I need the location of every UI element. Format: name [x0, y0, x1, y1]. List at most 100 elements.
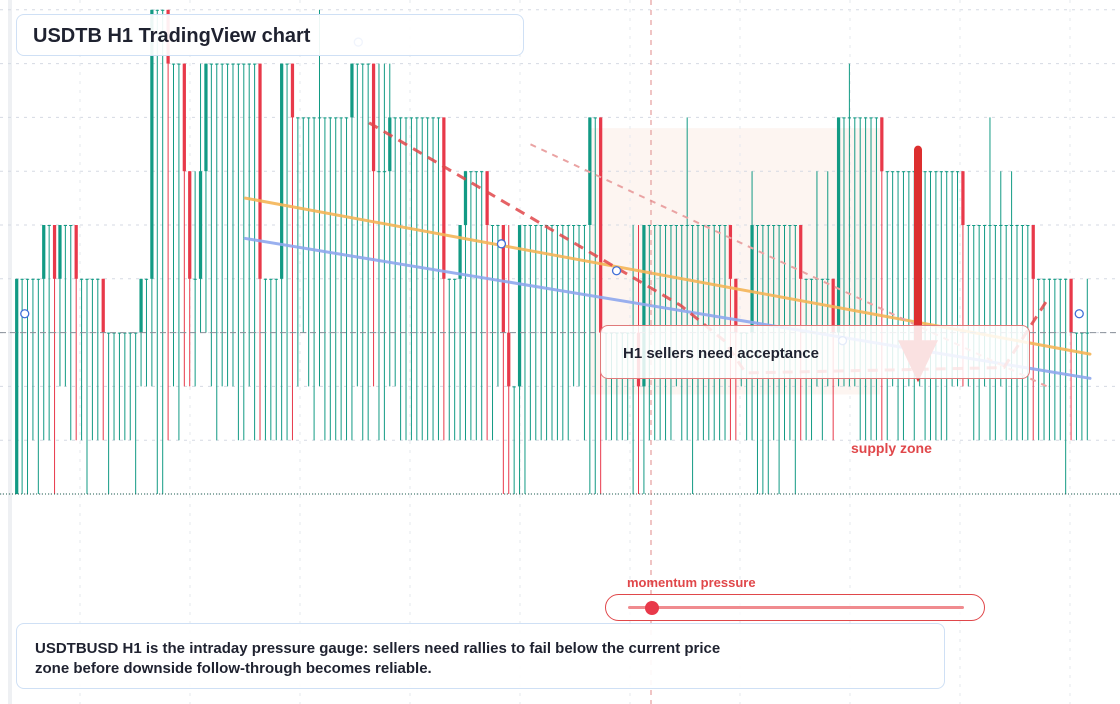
callout-text: H1 sellers need acceptance — [623, 345, 819, 362]
candle-body — [517, 225, 522, 387]
candle-body — [490, 225, 495, 226]
candle-body — [923, 171, 927, 173]
candle-body — [842, 117, 846, 119]
candle-body — [74, 225, 78, 279]
candle-body — [1020, 225, 1025, 226]
gauge-label: momentum pressure — [627, 575, 756, 590]
candle-body — [220, 63, 224, 65]
candle-body — [766, 225, 770, 226]
candle-body — [847, 117, 852, 119]
candle-body — [680, 225, 684, 226]
chart-title: USDTB H1 TradingView chart — [33, 25, 311, 47]
candle-body — [52, 225, 57, 279]
candle-body — [307, 117, 311, 119]
candle-body — [977, 225, 981, 226]
gauge-track — [628, 606, 964, 609]
candle-series — [15, 9, 1089, 494]
candle-body — [139, 278, 143, 333]
summary-text: USDTBUSD H1 is the intraday pressure gau… — [35, 640, 721, 677]
candle-body — [47, 225, 51, 226]
candle-body — [420, 117, 424, 119]
candle-body — [972, 225, 976, 226]
candle-body — [550, 225, 554, 226]
candle-body — [155, 9, 159, 11]
candle-body — [950, 171, 954, 173]
candle-body — [934, 171, 938, 173]
candle-body — [1015, 225, 1019, 226]
candle-body — [577, 225, 581, 226]
candle-body — [1031, 225, 1035, 279]
candle-body — [863, 117, 868, 119]
candle-body — [1042, 278, 1046, 280]
candle-body — [1074, 332, 1079, 334]
gauge-knob[interactable] — [644, 601, 659, 615]
candle-body — [685, 225, 689, 226]
candle-body — [436, 117, 441, 119]
chart-title-card: USDTB H1 TradingView chart — [16, 14, 524, 56]
candle-body — [566, 225, 570, 226]
candle-body — [453, 278, 457, 280]
candle-body — [907, 171, 911, 173]
candle-body — [712, 225, 716, 226]
candle-body — [955, 171, 960, 173]
candle-body — [344, 117, 349, 119]
candle-body — [182, 63, 186, 172]
candle-body — [1053, 278, 1057, 280]
candle-body — [1026, 225, 1030, 226]
candle-body — [826, 278, 830, 280]
candle-body — [485, 171, 489, 225]
candle-body — [161, 9, 165, 11]
candle-body — [561, 225, 565, 226]
candle-body — [999, 225, 1003, 226]
candle-body — [512, 386, 516, 388]
candle-body — [393, 117, 397, 119]
candle-body — [1058, 278, 1062, 280]
candle-body — [717, 225, 722, 226]
candle-body — [658, 225, 662, 226]
candle-body — [874, 117, 879, 119]
candle-body — [853, 117, 857, 119]
candle-body — [750, 225, 754, 333]
candle-body — [404, 117, 408, 119]
candle-body — [328, 117, 332, 119]
candle-body — [107, 332, 111, 334]
candle-body — [1047, 278, 1052, 280]
candle-body — [280, 63, 284, 279]
candle-body — [1037, 278, 1041, 280]
candle-body — [474, 171, 478, 173]
candle-body — [793, 225, 797, 226]
candle-body — [572, 225, 576, 226]
candle-body — [144, 278, 149, 280]
candle-body — [225, 63, 230, 65]
candle-body — [901, 171, 906, 173]
candle-body — [258, 63, 262, 279]
candle-body — [317, 117, 322, 119]
candle-body — [69, 225, 73, 226]
candle-body — [928, 171, 933, 173]
candle-body — [296, 117, 300, 119]
candle-body — [263, 278, 268, 280]
candle-body — [939, 171, 943, 173]
candle-body — [79, 278, 84, 280]
candle-body — [858, 117, 862, 119]
drawing-node — [496, 239, 507, 249]
drawing-node — [1074, 309, 1084, 319]
candle-body — [415, 117, 419, 119]
candle-body — [377, 171, 381, 173]
drawing-node — [611, 266, 622, 276]
candle-body — [836, 117, 841, 333]
candle-body — [982, 225, 987, 226]
left-edge-strip — [8, 0, 12, 704]
candle-body — [723, 225, 727, 226]
candle-body — [177, 63, 181, 65]
candle-body — [269, 278, 273, 280]
candle-body — [523, 225, 527, 226]
candle-body — [334, 117, 338, 119]
candle-body — [20, 278, 24, 280]
candle-body — [869, 117, 873, 119]
candle-body — [507, 332, 511, 387]
candle-body — [782, 225, 787, 226]
candle-body — [361, 63, 365, 65]
candle-body — [674, 225, 678, 226]
candle-body — [58, 225, 62, 279]
